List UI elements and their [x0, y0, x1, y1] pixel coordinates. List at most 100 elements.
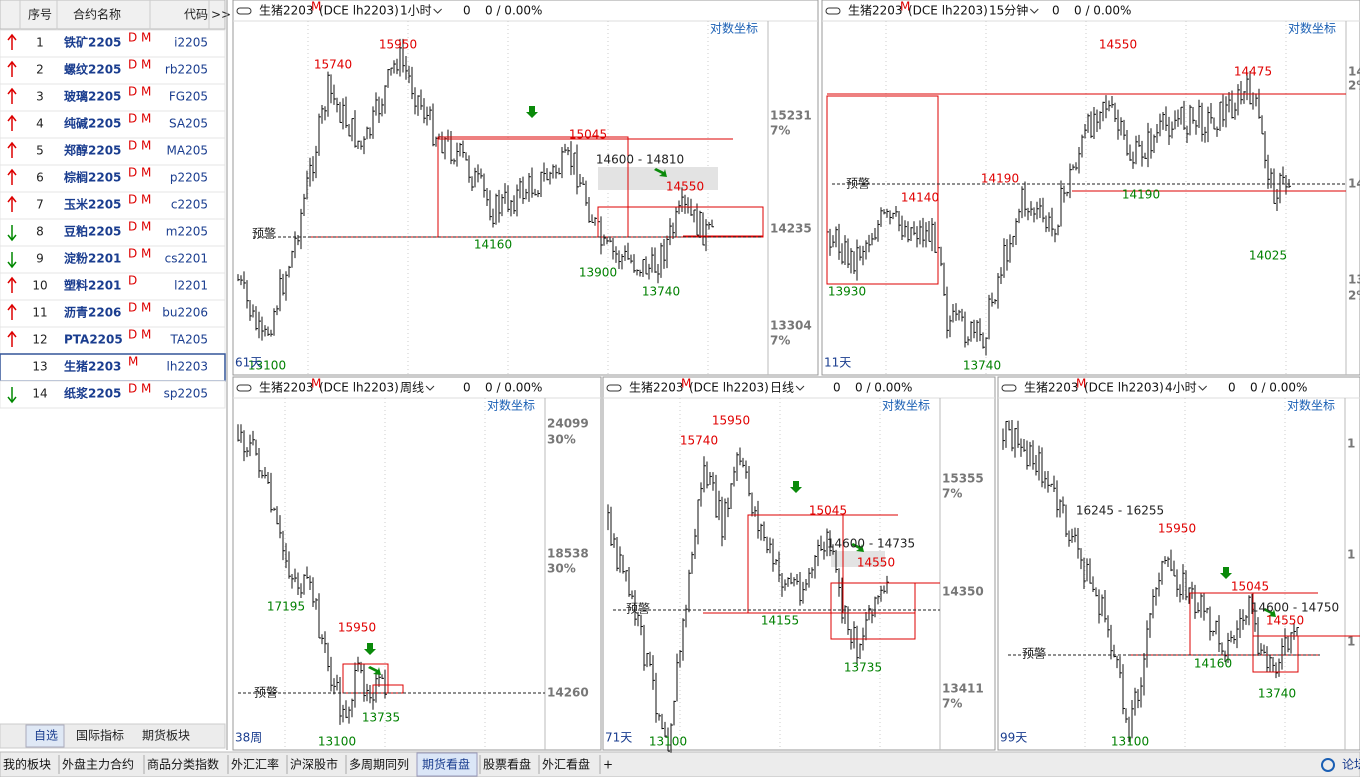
warn-label: 预警	[846, 176, 870, 191]
price-annotation: 14190	[1122, 188, 1160, 202]
price-annotation: 13740	[1258, 687, 1296, 701]
price-annotation: 15950	[338, 621, 376, 635]
contract-code: m2205	[166, 225, 208, 239]
watch-row[interactable]	[0, 353, 226, 382]
contract-code: bu2206	[162, 306, 208, 320]
price-annotation: 13930	[828, 285, 866, 299]
log-scale-label[interactable]: 对数坐标	[710, 21, 758, 36]
price-annotation: 14600 - 14810	[596, 153, 684, 167]
watch-row[interactable]	[0, 137, 226, 166]
task-tab[interactable]: 股票看盘	[483, 757, 531, 772]
panel-period[interactable]: 4小时	[1165, 381, 1197, 395]
contract-name: 纯碱2205	[64, 116, 121, 131]
trend-arrow-head	[7, 195, 17, 203]
price-annotation: 13100	[318, 735, 356, 749]
watchlist-tab[interactable]: 国际指标	[76, 728, 124, 743]
watch-row[interactable]	[0, 380, 226, 409]
task-tab[interactable]: 沪深股市	[290, 757, 338, 772]
column-header[interactable]: 序号	[28, 7, 52, 22]
watch-row[interactable]	[0, 272, 226, 301]
link-icon[interactable]	[236, 384, 252, 392]
price-annotation: 13900	[579, 266, 617, 280]
contract-code: SA205	[169, 117, 208, 131]
link-icon[interactable]	[825, 7, 841, 15]
watch-row[interactable]	[0, 326, 226, 355]
signal-arrow	[364, 643, 376, 655]
row-number: 7	[36, 198, 44, 212]
trend-arrow-head	[7, 114, 17, 122]
period-chevron[interactable]	[1029, 8, 1039, 14]
panel-change: 0 / 0.00%	[485, 4, 542, 18]
price-axis-label: 15231	[770, 109, 812, 123]
contract-flags: M	[128, 355, 138, 369]
panel-code: (DCE lh2203)	[1084, 381, 1164, 395]
contract-code: l2201	[174, 279, 208, 293]
task-tab[interactable]: 期货看盘	[422, 757, 470, 772]
task-tab[interactable]: 外盘主力合约	[62, 757, 134, 772]
watch-row[interactable]	[0, 29, 226, 58]
period-chevron[interactable]	[1198, 385, 1207, 391]
trend-arrow-head	[7, 33, 17, 41]
log-scale-label[interactable]: 对数坐标	[1288, 21, 1336, 36]
price-axis-label: 7%	[770, 334, 790, 348]
signal-arrow	[1263, 608, 1276, 617]
panel-period[interactable]: 日线	[770, 381, 794, 395]
price-annotation: 15950	[712, 414, 750, 428]
trend-arrow-head	[7, 276, 17, 284]
trend-arrow-head	[7, 141, 17, 149]
log-scale-label[interactable]: 对数坐标	[882, 398, 930, 413]
contract-name: 生猪2203	[64, 359, 121, 374]
price-annotation: 17195	[267, 600, 305, 614]
log-scale-label[interactable]: 对数坐标	[1287, 398, 1335, 413]
price-axis-label: 7%	[942, 487, 962, 501]
period-chevron[interactable]	[425, 385, 435, 391]
price-axis-label: 13	[1348, 273, 1360, 287]
price-annotation: 13740	[963, 359, 1001, 373]
price-axis-label: 30%	[547, 433, 576, 447]
price-annotation: 14155	[761, 614, 799, 628]
price-axis-label: 7%	[942, 697, 962, 711]
panel-symbol-sup: M	[311, 377, 321, 391]
link-icon[interactable]	[606, 384, 622, 392]
watchlist-tab[interactable]: 期货板块	[142, 728, 190, 743]
warn-label: 预警	[252, 226, 276, 241]
panel-period[interactable]: 周线	[400, 381, 424, 395]
period-chevron[interactable]	[795, 385, 805, 391]
forum-link[interactable]: 论坛	[1342, 758, 1360, 772]
link-icon[interactable]	[1001, 384, 1017, 392]
watch-row[interactable]	[0, 218, 226, 247]
task-tab[interactable]: 多周期同列	[349, 758, 409, 772]
row-number: 9	[36, 252, 44, 266]
panel-code: (DCE lh2203)	[908, 4, 988, 18]
task-tab[interactable]: 外汇看盘	[542, 757, 590, 772]
row-number: 4	[36, 117, 44, 131]
task-tab[interactable]: +	[603, 758, 613, 772]
panel-code: (DCE lh2203)	[689, 381, 769, 395]
task-tab[interactable]: 外汇汇率	[231, 757, 279, 772]
column-header[interactable]: 代码	[184, 8, 208, 22]
price-axis-label: 7%	[770, 124, 790, 138]
watch-row[interactable]	[0, 83, 226, 112]
task-tab[interactable]: 我的板块	[3, 757, 51, 772]
price-annotation: 15950	[379, 38, 417, 52]
watch-row[interactable]	[0, 110, 226, 139]
price-annotation: 14160	[1194, 657, 1232, 671]
watchlist-tab[interactable]: 自选	[34, 729, 58, 743]
column-header[interactable]: >>	[211, 8, 231, 22]
panel-period[interactable]: 15分钟	[989, 3, 1028, 18]
contract-flags: D M	[128, 112, 151, 126]
price-axis-label: 2%	[1348, 289, 1360, 303]
panel-frame	[997, 376, 1360, 751]
watch-row[interactable]	[0, 56, 226, 85]
panel-period[interactable]: 1小时	[400, 4, 432, 18]
link-icon[interactable]	[236, 7, 252, 15]
watch-row[interactable]	[0, 245, 226, 274]
task-tab[interactable]: 商品分类指数	[147, 757, 219, 772]
log-scale-label[interactable]: 对数坐标	[487, 398, 535, 413]
price-axis-label: 14260	[547, 686, 589, 700]
column-header[interactable]: 合约名称	[73, 7, 121, 22]
trend-arrow-head	[7, 261, 17, 269]
price-axis-label: 14	[1348, 65, 1360, 79]
period-chevron[interactable]	[433, 8, 442, 14]
